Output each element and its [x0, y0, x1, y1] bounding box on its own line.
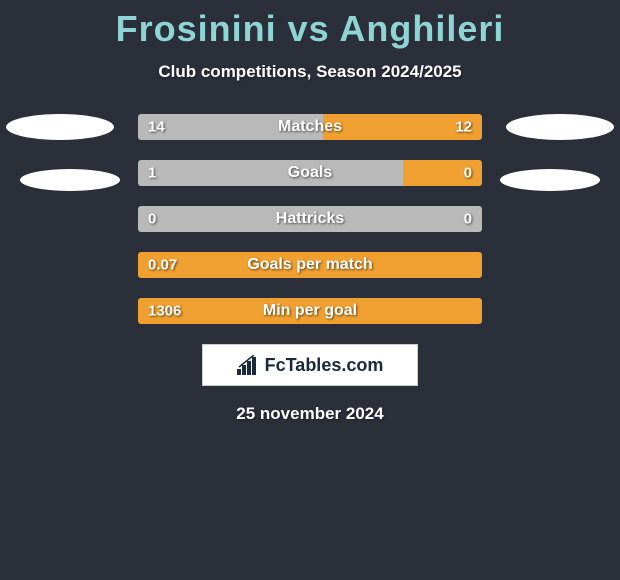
comparison-title: Frosinini vs Anghileri	[0, 0, 620, 50]
stat-bar-left	[138, 160, 403, 186]
stat-row-hattricks: 0 Hattricks 0	[138, 206, 482, 232]
bars-icon	[237, 355, 261, 375]
stat-bars: 14 Matches 12 1 Goals 0 0 Hattricks 0 0.…	[138, 114, 482, 324]
stat-row-goals: 1 Goals 0	[138, 160, 482, 186]
logo-text: FcTables.com	[265, 355, 384, 376]
date-text: 25 november 2024	[0, 404, 620, 424]
stat-value-right: 0	[464, 211, 472, 228]
stat-value-right: 12	[455, 119, 472, 136]
stat-value-left: 1	[148, 165, 156, 182]
chart-area: 14 Matches 12 1 Goals 0 0 Hattricks 0 0.…	[0, 114, 620, 324]
stat-row-matches: 14 Matches 12	[138, 114, 482, 140]
stat-value-left: 0	[148, 211, 156, 228]
stat-value-left: 0.07	[148, 257, 177, 274]
stat-row-goals-per-match: 0.07 Goals per match	[138, 252, 482, 278]
stat-label: Min per goal	[263, 302, 357, 320]
stat-row-min-per-goal: 1306 Min per goal	[138, 298, 482, 324]
stat-label: Goals	[288, 164, 332, 182]
stat-value-left: 1306	[148, 303, 181, 320]
player-right-ellipse-2	[500, 169, 600, 191]
stat-value-right: 0	[464, 165, 472, 182]
player-right-ellipse-1	[506, 114, 614, 140]
stat-label: Hattricks	[276, 210, 344, 228]
stat-label: Goals per match	[247, 256, 372, 274]
comparison-subtitle: Club competitions, Season 2024/2025	[0, 62, 620, 82]
stat-label: Matches	[278, 118, 342, 136]
stat-value-left: 14	[148, 119, 165, 136]
logo-box: FcTables.com	[202, 344, 418, 386]
player-left-ellipse-1	[6, 114, 114, 140]
player-left-ellipse-2	[20, 169, 120, 191]
